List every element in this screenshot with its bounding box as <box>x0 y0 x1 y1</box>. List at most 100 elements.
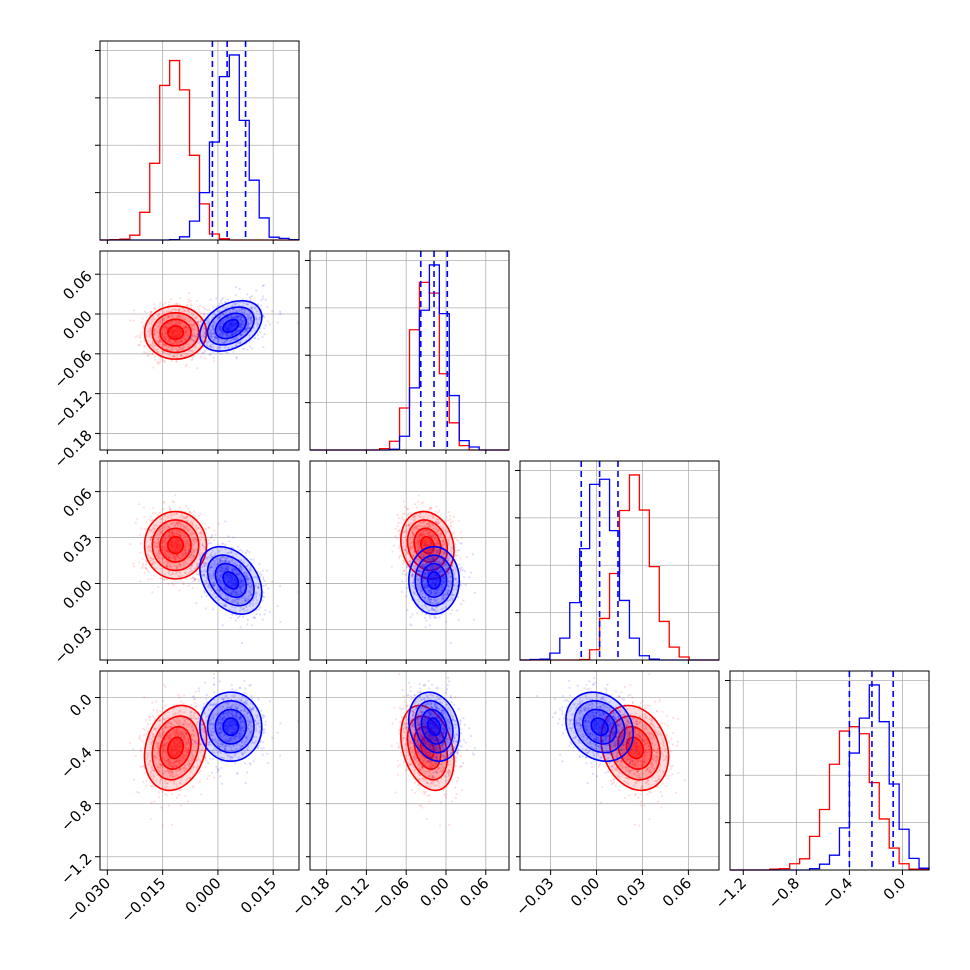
scatter-point <box>191 355 194 359</box>
scatter-point <box>231 593 234 597</box>
scatter-point <box>241 579 244 582</box>
scatter-point <box>185 505 188 508</box>
scatter-point <box>235 592 238 595</box>
scatter-point <box>222 319 225 322</box>
scatter-point <box>226 598 230 601</box>
scatter-point <box>178 340 181 343</box>
scatter-point <box>169 542 172 545</box>
scatter-point <box>421 521 424 524</box>
scatter-point <box>176 332 179 336</box>
scatter-point <box>175 544 179 548</box>
scatter-point <box>254 336 257 339</box>
scatter-point <box>435 541 438 544</box>
scatter-point <box>203 545 207 548</box>
scatter-point <box>226 598 230 601</box>
scatter-point <box>228 316 231 319</box>
scatter-point <box>175 328 178 332</box>
scatter-point <box>185 304 188 308</box>
scatter-point <box>166 325 169 328</box>
scatter-point <box>162 549 166 552</box>
scatter-point <box>228 324 231 327</box>
scatter-point <box>254 596 257 599</box>
scatter-point <box>203 568 206 571</box>
scatter-point <box>234 338 237 341</box>
scatter-point <box>220 564 223 568</box>
scatter-point <box>239 587 242 591</box>
scatter-point <box>158 340 161 344</box>
scatter-point <box>184 325 188 328</box>
scatter-point <box>245 605 248 609</box>
scatter-point <box>238 328 241 332</box>
scatter-point <box>224 318 227 321</box>
scatter-point <box>183 548 186 551</box>
scatter-point <box>176 334 180 337</box>
scatter-point <box>163 325 166 328</box>
scatter-point <box>192 532 195 535</box>
hist-2-series-blue <box>520 478 719 661</box>
scatter-point <box>242 301 245 304</box>
scatter-point <box>197 308 201 311</box>
scatter-point <box>237 597 241 600</box>
scatter-point <box>159 340 163 343</box>
scatter-point <box>243 571 246 574</box>
scatter-point <box>227 326 231 329</box>
scatter-point <box>219 328 222 331</box>
scatter-point <box>417 540 420 543</box>
scatter-point <box>400 590 403 593</box>
scatter-point <box>248 591 251 594</box>
scatter-point <box>182 345 185 348</box>
scatter-point <box>229 322 233 325</box>
scatter-point <box>166 550 170 554</box>
scatter-point <box>147 354 150 357</box>
scatter-point <box>228 323 231 326</box>
scatter-point <box>177 575 181 578</box>
scatter-point <box>228 574 231 577</box>
scatter-point <box>244 575 247 578</box>
scatter-point <box>226 567 229 570</box>
scatter-point <box>168 340 171 343</box>
scatter-point <box>139 579 142 583</box>
scatter-point <box>179 526 182 529</box>
scatter-point <box>183 516 186 519</box>
scatter-point <box>262 346 265 349</box>
scatter-point <box>161 548 164 551</box>
scatter-point <box>219 560 222 563</box>
scatter-point <box>244 309 247 312</box>
scatter-point <box>212 584 215 587</box>
scatter-point <box>188 544 191 547</box>
scatter-point <box>191 314 194 317</box>
scatter-point <box>226 325 229 328</box>
scatter-point <box>191 339 194 342</box>
scatter-point <box>230 322 234 325</box>
scatter-point <box>417 494 420 497</box>
scatter-point <box>203 564 206 567</box>
scatter-point <box>229 327 232 330</box>
scatter-point <box>178 563 181 566</box>
scatter-point <box>249 318 252 321</box>
scatter-point <box>232 589 235 592</box>
scatter-point <box>144 352 148 355</box>
scatter-point <box>261 297 264 301</box>
scatter-point <box>430 574 434 577</box>
scatter-point <box>161 331 164 335</box>
scatter-point <box>210 329 213 332</box>
scatter-point <box>176 541 179 545</box>
scatter-point <box>240 586 243 590</box>
scatter-point <box>163 515 166 518</box>
hist-0-series-blue <box>100 54 300 241</box>
scatter-point <box>203 561 206 565</box>
scatter-point <box>172 532 176 535</box>
scatter-point <box>176 316 179 319</box>
scatter-point <box>193 334 196 337</box>
scatter-point <box>219 325 222 328</box>
scatter-point <box>240 608 244 611</box>
scatter-point <box>157 541 160 544</box>
scatter-point <box>183 564 186 567</box>
scatter-point <box>141 317 144 320</box>
scatter-point <box>175 566 178 569</box>
scatter-point <box>180 354 183 357</box>
scatter-point <box>426 549 429 552</box>
scatter-point <box>151 352 154 356</box>
scatter-point <box>181 338 184 341</box>
scatter-point <box>240 333 243 336</box>
